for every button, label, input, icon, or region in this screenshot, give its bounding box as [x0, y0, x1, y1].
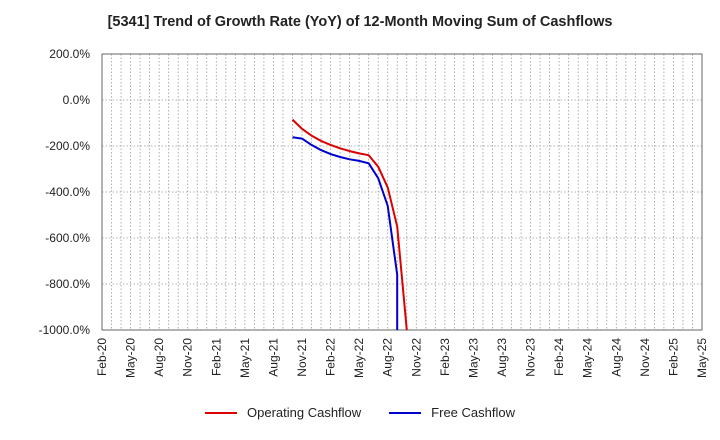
x-tick-label: Nov-20 [181, 338, 195, 377]
x-tick-label: Aug-21 [266, 338, 280, 377]
y-tick-label: -1000.0% [39, 323, 91, 337]
x-tick-label: Aug-22 [381, 338, 395, 377]
y-tick-label: -400.0% [45, 185, 90, 199]
x-tick-label: May-20 [124, 338, 138, 378]
legend: Operating Cashflow Free Cashflow [0, 405, 720, 420]
y-tick-label: -600.0% [45, 231, 90, 245]
legend-swatch-operating-cashflow [205, 411, 237, 414]
x-tick-label: Nov-21 [295, 338, 309, 377]
x-tick-label: Feb-21 [209, 338, 223, 376]
legend-label-operating-cashflow: Operating Cashflow [247, 405, 362, 420]
legend-label-free-cashflow: Free Cashflow [431, 405, 515, 420]
x-tick-label: May-24 [581, 338, 595, 378]
y-tick-label: 200.0% [49, 47, 90, 61]
x-tick-label: Nov-23 [524, 338, 538, 377]
x-tick-label: Feb-24 [552, 338, 566, 376]
plot-frame [101, 53, 703, 331]
x-tick-label: May-21 [238, 338, 252, 378]
x-tick-label: Aug-23 [495, 338, 509, 377]
x-tick-label: Feb-25 [666, 338, 680, 376]
series-line-free-cashflow [292, 136, 399, 330]
chart-title: [5341] Trend of Growth Rate (YoY) of 12-… [107, 14, 613, 30]
x-tick-label: Nov-24 [638, 338, 652, 377]
y-tick-label: 0.0% [63, 93, 91, 107]
x-tick-label: May-22 [352, 338, 366, 378]
y-tick-label: -200.0% [45, 139, 90, 153]
x-tick-label: Aug-20 [152, 338, 166, 377]
legend-swatch-free-cashflow [389, 411, 422, 414]
x-tick-label: May-25 [695, 338, 709, 378]
x-tick-label: Feb-23 [438, 338, 452, 376]
legend-item-operating-cashflow: Operating Cashflow [205, 405, 361, 420]
x-tick-label: Aug-24 [609, 338, 623, 377]
x-tick-label: Feb-22 [324, 338, 338, 376]
y-tick-label: -800.0% [45, 277, 90, 291]
x-tick-label: Feb-20 [95, 338, 109, 376]
x-tick-label: May-23 [466, 338, 480, 378]
series-line-operating-cashflow [291, 118, 408, 331]
legend-item-free-cashflow: Free Cashflow [389, 405, 515, 420]
x-tick-label: Nov-22 [409, 338, 423, 377]
